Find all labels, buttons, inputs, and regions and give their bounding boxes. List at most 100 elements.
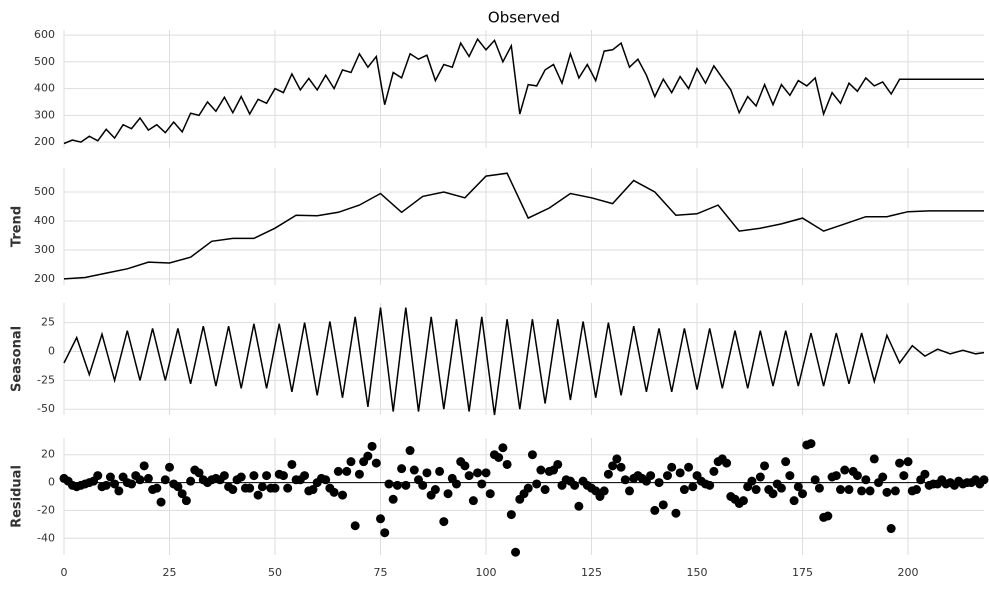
- residual-point: [270, 483, 280, 493]
- residual-point: [768, 489, 778, 499]
- residual-point: [165, 462, 175, 472]
- x-tick-label: 125: [581, 566, 602, 579]
- residual-point: [675, 468, 685, 478]
- residual-point: [401, 480, 411, 490]
- residual-point: [882, 487, 892, 497]
- series-line: [63, 37, 984, 145]
- residual-point: [836, 485, 846, 495]
- residual-point: [705, 480, 715, 490]
- y-tick-label: 200: [34, 135, 55, 148]
- residual-point: [527, 450, 537, 460]
- residual-point: [751, 485, 761, 495]
- residual-point: [342, 466, 352, 476]
- residual-point: [498, 443, 508, 453]
- y-tick-label: -40: [37, 531, 55, 544]
- residual-point: [143, 473, 153, 483]
- residual-point: [865, 486, 875, 496]
- residual-point: [911, 485, 921, 495]
- residual-point: [612, 454, 622, 464]
- residual-point: [443, 489, 453, 499]
- y-tick-label: 300: [34, 108, 55, 121]
- residual-point: [523, 483, 533, 493]
- residual-point: [194, 468, 204, 478]
- residual-point: [625, 486, 635, 496]
- residual-point: [173, 482, 183, 492]
- residual-point: [747, 476, 757, 486]
- residual-point: [679, 485, 689, 495]
- residual-point: [776, 483, 786, 493]
- x-tick-label: 50: [268, 566, 282, 579]
- y-axis-label: Residual: [10, 465, 25, 528]
- residual-point: [468, 496, 478, 506]
- residual-point: [789, 496, 799, 506]
- residual-point: [532, 479, 542, 489]
- residual-point: [392, 480, 402, 490]
- residual-point: [852, 471, 862, 481]
- y-tick-label: -20: [37, 503, 55, 516]
- residual-point: [861, 475, 871, 485]
- residual-point: [920, 469, 930, 479]
- residual-point: [781, 457, 791, 467]
- residual-point: [397, 464, 407, 474]
- y-tick-label: 600: [34, 28, 55, 41]
- residual-point: [473, 468, 483, 478]
- x-tick-label: 175: [792, 566, 813, 579]
- residual-point: [93, 471, 103, 481]
- residual-point: [354, 469, 364, 479]
- residual-point: [798, 489, 808, 499]
- residual-point: [333, 466, 343, 476]
- residual-point: [228, 485, 238, 495]
- residual-point: [105, 472, 115, 482]
- residual-point: [511, 547, 521, 557]
- residual-point: [608, 461, 618, 471]
- residual-point: [878, 472, 888, 482]
- residual-point: [620, 475, 630, 485]
- residual-point: [684, 462, 694, 472]
- residual-point: [785, 471, 795, 481]
- residual-point: [599, 486, 609, 496]
- residual-point: [709, 466, 719, 476]
- y-tick-label: 400: [34, 82, 55, 95]
- residual-point: [219, 471, 229, 481]
- residual-point: [823, 511, 833, 521]
- residual-point: [376, 514, 386, 524]
- residual-point: [903, 457, 913, 467]
- series-line: [63, 172, 984, 280]
- y-axis-label: Seasonal: [10, 326, 25, 392]
- y-tick-label: 500: [34, 55, 55, 68]
- chart-title: Observed: [488, 9, 560, 27]
- residual-point: [760, 461, 770, 471]
- residual-point: [350, 521, 360, 531]
- residual-point: [460, 461, 470, 471]
- residual-point: [899, 471, 909, 481]
- residual-point: [380, 528, 390, 538]
- residual-point: [485, 489, 495, 499]
- residual-point: [895, 458, 905, 468]
- residual-point: [831, 471, 841, 481]
- residual-point: [869, 454, 879, 464]
- y-tick-label: 0: [48, 344, 55, 357]
- residual-point: [506, 510, 516, 520]
- residual-point: [553, 459, 563, 469]
- residual-point: [388, 494, 398, 504]
- y-tick-label: -50: [37, 402, 55, 415]
- residual-point: [422, 468, 432, 478]
- x-tick-label: 0: [61, 566, 68, 579]
- residual-point: [127, 479, 137, 489]
- residual-point: [502, 459, 512, 469]
- residual-point: [346, 457, 356, 467]
- residual-point: [262, 471, 272, 481]
- residual-point: [409, 465, 419, 475]
- series-line: [63, 307, 985, 416]
- residual-point: [110, 479, 120, 489]
- residual-point: [540, 485, 550, 495]
- residual-point: [667, 462, 677, 472]
- y-tick-label: 25: [41, 316, 55, 329]
- residual-point: [156, 497, 166, 507]
- y-tick-label: 300: [34, 243, 55, 256]
- residual-point: [658, 500, 668, 510]
- residual-point: [367, 441, 377, 451]
- residual-point: [671, 508, 681, 518]
- residual-point: [570, 480, 580, 490]
